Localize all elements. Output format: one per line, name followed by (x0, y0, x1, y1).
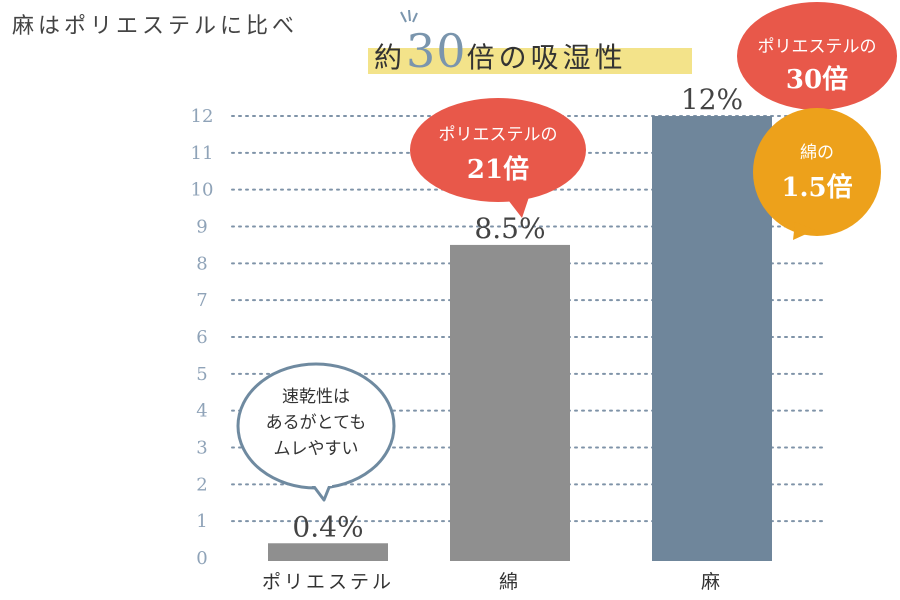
headline-number: 30 (406, 24, 467, 78)
data-label: 0.4% (292, 510, 363, 543)
bar (652, 116, 772, 561)
linen-cotton-callout-bubble (753, 108, 881, 236)
y-tick-label: 8 (196, 253, 207, 274)
y-tick-label: 1 (196, 511, 207, 532)
cotton-callout-tail (505, 194, 530, 218)
polyester-note-tail (310, 483, 332, 502)
cotton-callout-bubble (410, 98, 586, 202)
linen-callout-bubble (737, 2, 897, 110)
polyester-note-line: ムレやすい (274, 439, 359, 459)
page-title: 麻はポリエステルに比べ (12, 14, 299, 39)
polyester-note-line: 速乾性は (282, 387, 350, 407)
bar (450, 244, 570, 561)
headline-highlight (368, 48, 692, 74)
linen-callout-line1: ポリエステルの (758, 37, 877, 57)
y-tick-label: 12 (191, 106, 214, 127)
polyester-note-tail-cover (308, 480, 332, 486)
y-tick-label: 2 (196, 474, 207, 495)
x-tick-label: 綿 (499, 571, 521, 593)
x-tick-label: 麻 (701, 571, 723, 593)
headline-suffix: 倍の吸湿性 (466, 41, 627, 74)
y-tick-label: 4 (196, 401, 207, 422)
x-tick-label: ポリエステル (262, 571, 394, 593)
y-tick-label: 11 (191, 143, 214, 164)
data-label: 8.5% (474, 212, 545, 245)
cotton-callout-line2: 21倍 (467, 154, 529, 185)
cotton-callout-line1: ポリエステルの (439, 125, 558, 145)
y-tick-label: 9 (196, 217, 207, 238)
bar (268, 543, 388, 561)
sparkle-icon (400, 10, 418, 23)
y-tick-label: 0 (196, 548, 207, 569)
linen-cotton-callout-tail (793, 222, 815, 240)
y-tick-label: 3 (196, 438, 207, 459)
headline-text: 約30倍の吸湿性 (374, 24, 627, 78)
polyester-note-line: あるがとても (266, 413, 367, 433)
y-tick-label: 7 (196, 290, 207, 311)
linen-cotton-callout-line2: 1.5倍 (781, 172, 852, 203)
headline-prefix: 約 (374, 41, 407, 74)
data-label: 12% (681, 83, 743, 116)
linen-callout-line2: 30倍 (786, 64, 848, 95)
linen-cotton-callout-line1: 綿の (800, 143, 834, 163)
y-tick-label: 10 (191, 180, 214, 201)
y-tick-label: 6 (196, 327, 207, 348)
y-tick-label: 5 (196, 364, 207, 385)
